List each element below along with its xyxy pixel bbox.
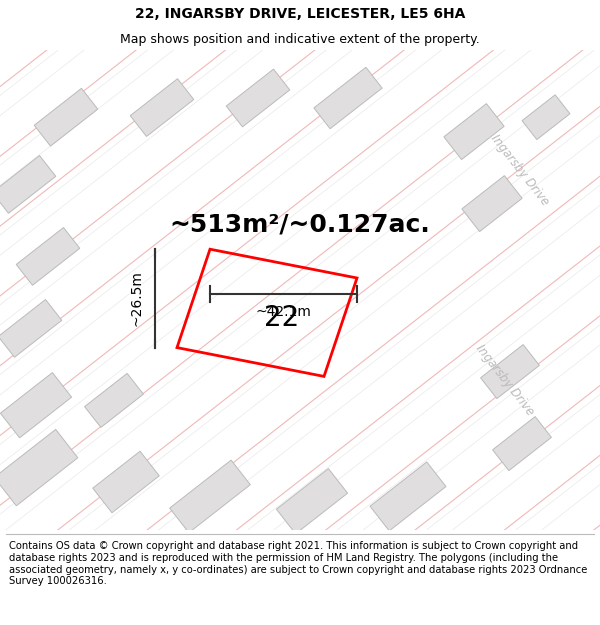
Text: 22, INGARSBY DRIVE, LEICESTER, LE5 6HA: 22, INGARSBY DRIVE, LEICESTER, LE5 6HA (135, 7, 465, 21)
Polygon shape (170, 460, 250, 532)
Text: Ingarsby Drive: Ingarsby Drive (473, 342, 537, 418)
Polygon shape (481, 344, 539, 399)
Text: 22: 22 (265, 304, 299, 332)
Text: Map shows position and indicative extent of the property.: Map shows position and indicative extent… (120, 32, 480, 46)
Polygon shape (226, 69, 290, 127)
Polygon shape (314, 68, 382, 129)
Polygon shape (16, 228, 80, 285)
Polygon shape (1, 372, 71, 438)
Polygon shape (370, 462, 446, 531)
Polygon shape (0, 156, 56, 213)
Polygon shape (0, 299, 62, 358)
Polygon shape (522, 95, 570, 139)
Text: ~513m²/~0.127ac.: ~513m²/~0.127ac. (170, 213, 430, 237)
Polygon shape (85, 373, 143, 428)
Text: Ingarsby Drive: Ingarsby Drive (488, 132, 552, 208)
Polygon shape (444, 104, 504, 159)
Text: Contains OS data © Crown copyright and database right 2021. This information is : Contains OS data © Crown copyright and d… (9, 541, 587, 586)
Polygon shape (462, 176, 522, 232)
Polygon shape (130, 79, 194, 136)
Text: ~42.1m: ~42.1m (256, 305, 311, 319)
Polygon shape (93, 451, 159, 512)
Text: ~26.5m: ~26.5m (130, 271, 144, 326)
Polygon shape (34, 88, 98, 146)
Polygon shape (0, 429, 78, 506)
Polygon shape (493, 417, 551, 471)
Polygon shape (277, 469, 347, 534)
